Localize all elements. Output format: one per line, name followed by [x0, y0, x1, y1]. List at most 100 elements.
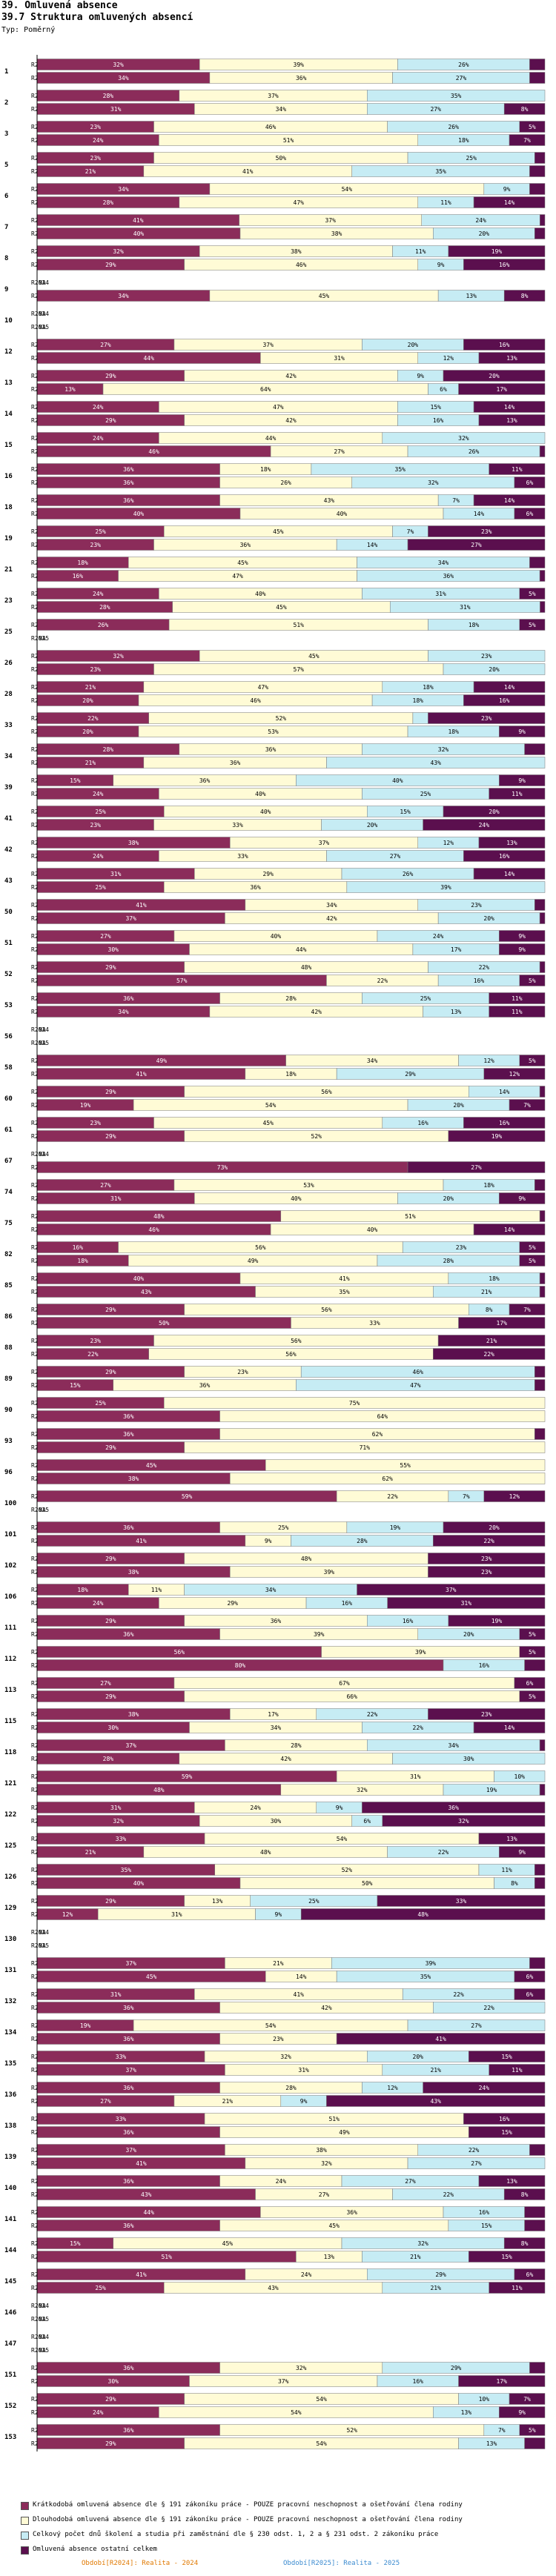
bar-value-label: 29%	[262, 871, 274, 877]
bar-value-label: 10%	[479, 2396, 490, 2403]
bar-value-label: 37%	[125, 2067, 136, 2074]
bar-value-label: 5%	[529, 1693, 536, 1700]
bar-segment	[535, 1428, 546, 1440]
bar-value-label: 18%	[260, 466, 271, 473]
bar-value-label: 38%	[291, 248, 302, 255]
bar-value-label: 12%	[443, 355, 454, 362]
bar-value-label: 16%	[499, 853, 510, 860]
bar-value-label: 48%	[153, 1213, 165, 1220]
bar-segment	[489, 463, 546, 475]
bar-value-label: 36%	[123, 2223, 134, 2229]
bar-value-label: 37%	[125, 915, 136, 922]
bar-segment	[473, 681, 546, 693]
footer-period-2024: Období[R2024]: Realita - 2024	[82, 2560, 199, 2567]
bar-value-label: 38%	[316, 2147, 327, 2154]
bar-value-label: 31%	[171, 1911, 182, 1918]
page-title: 39. Omluvená absence	[1, 0, 118, 11]
bar-value-label: 39%	[440, 884, 451, 891]
period-label: R2024	[31, 311, 49, 317]
bar-value-label: 20%	[443, 1195, 454, 1202]
bar-value-label: 13%	[506, 355, 517, 362]
group-label: 56	[4, 1033, 13, 1040]
bar-value-label: 51%	[328, 2116, 340, 2122]
bar-value-label: 13%	[506, 1836, 517, 1842]
bar-value-label: 26%	[469, 448, 480, 455]
bar-segment	[524, 2206, 546, 2218]
group-label: 75	[4, 1220, 13, 1227]
bar-value-label: 23%	[90, 542, 102, 548]
group-label: 135	[4, 2060, 16, 2068]
bar-value-label: 33%	[456, 1898, 467, 1905]
bar-value-label: 27%	[390, 853, 401, 860]
bar-segment	[478, 1833, 546, 1845]
bar-segment	[499, 774, 546, 786]
bar-value-label: 28%	[103, 746, 114, 753]
bar-value-label: 31%	[334, 355, 345, 362]
bar-value-label: 30%	[108, 946, 119, 953]
group-label: 13	[4, 379, 13, 387]
bar-value-label: 36%	[123, 1631, 134, 1638]
bar-value-label: 28%	[103, 199, 114, 206]
bar-value-label: 12%	[387, 2085, 398, 2091]
bar-value-label: 39%	[324, 1569, 335, 1576]
bar-value-label: 16%	[479, 1662, 490, 1669]
bar-value-label: 52%	[311, 1133, 322, 1140]
bar-value-label: 41%	[339, 1275, 350, 1282]
bar-value-label: 45%	[146, 1974, 157, 1980]
bar-value-label: 28%	[291, 1742, 302, 1749]
group-label: 102	[4, 1562, 16, 1570]
bar-value-label: 36%	[123, 995, 134, 1002]
na-label: NA	[39, 1026, 46, 1033]
bar-value-label: 35%	[435, 168, 446, 175]
bar-value-label: 16%	[479, 2209, 490, 2216]
bar-value-label: 43%	[268, 2285, 279, 2291]
bar-value-label: 43%	[430, 2098, 441, 2105]
bar-value-label: 14%	[504, 684, 515, 691]
bar-segment	[473, 401, 546, 413]
group-label: 112	[4, 1656, 16, 1663]
bar-value-label: 22%	[387, 1493, 398, 1500]
group-label: 93	[4, 1438, 13, 1445]
bar-value-label: 14%	[504, 1724, 515, 1731]
bar-value-label: 38%	[128, 1475, 139, 1482]
bar-value-label: 8%	[521, 106, 529, 113]
bar-value-label: 34%	[271, 1724, 282, 1731]
bar-value-label: 36%	[296, 75, 307, 82]
bar-value-label: 24%	[479, 2085, 490, 2091]
bar-value-label: 23%	[237, 1369, 248, 1375]
bar-value-label: 34%	[118, 186, 129, 193]
bar-value-label: 26%	[403, 871, 414, 877]
bar-value-label: 32%	[438, 746, 449, 753]
bar-segment	[423, 819, 546, 831]
bar-value-label: 18%	[469, 622, 480, 628]
bar-value-label: 20%	[489, 1524, 500, 1531]
legend-swatch	[21, 2502, 29, 2510]
bar-segment	[428, 1553, 546, 1564]
bar-value-label: 7%	[523, 1307, 531, 1313]
bar-value-label: 24%	[93, 1600, 104, 1607]
bar-segment	[539, 961, 546, 973]
group-label: 15	[4, 442, 13, 449]
bar-value-label: 36%	[123, 2365, 134, 2371]
bar-segment	[529, 1957, 546, 1969]
bar-value-label: 14%	[504, 199, 515, 206]
bar-value-label: 36%	[346, 2209, 357, 2216]
bar-value-label: 29%	[105, 1618, 116, 1624]
bar-value-label: 22%	[453, 1991, 464, 1998]
bar-value-label: 6%	[440, 386, 447, 393]
bar-segment	[428, 525, 546, 537]
bar-value-label: 12%	[62, 1911, 73, 1918]
bar-value-label: 26%	[280, 479, 291, 486]
bar-value-label: 31%	[110, 1805, 122, 1811]
bar-value-label: 22%	[479, 964, 490, 971]
bar-value-label: 80%	[235, 1662, 246, 1669]
bar-value-label: 20%	[413, 2054, 424, 2060]
bar-value-label: 28%	[357, 1538, 368, 1544]
bar-value-label: 62%	[382, 1475, 393, 1482]
group-label: 152	[4, 2403, 16, 2410]
bar-value-label: 5%	[529, 1649, 536, 1656]
bar-value-label: 16%	[73, 573, 84, 580]
bar-value-label: 56%	[174, 1649, 185, 1656]
bar-segment	[503, 103, 546, 115]
bar-segment	[428, 1708, 546, 1720]
